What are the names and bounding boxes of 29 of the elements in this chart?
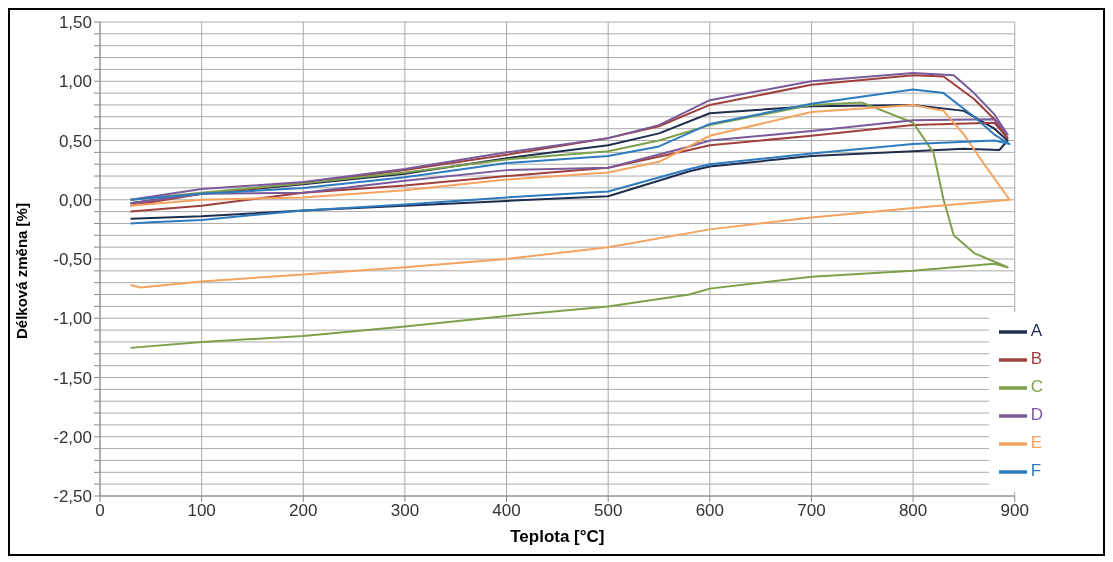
legend-label: A <box>1030 321 1043 341</box>
x-axis-title: Teplota [°C] <box>510 527 605 546</box>
y-tick-label: -1,50 <box>53 368 92 388</box>
legend-label: B <box>1030 349 1043 369</box>
y-axis-title: Délková změna [%] <box>13 203 31 339</box>
y-tick-label: 0,00 <box>58 190 92 210</box>
x-tick-label: 400 <box>492 501 521 521</box>
x-tick-label: 500 <box>593 501 623 521</box>
x-tick-label: 900 <box>1000 501 1029 521</box>
x-tick-label: 0 <box>95 501 105 521</box>
y-tick-label: -0,50 <box>53 250 92 270</box>
x-tick-label: 300 <box>390 501 420 521</box>
y-tick-label: 0,50 <box>58 131 92 151</box>
x-tick-label: 600 <box>695 501 724 521</box>
line-series <box>129 101 1009 349</box>
y-tick-label: 1,00 <box>58 72 92 92</box>
legend-label: F <box>1030 461 1042 481</box>
x-tick-label: 100 <box>187 501 216 521</box>
x-tick-label: 200 <box>289 501 318 521</box>
legend-label: D <box>1030 405 1043 425</box>
y-tick-label: -2,50 <box>53 487 92 507</box>
y-tick-label: -2,00 <box>53 427 92 447</box>
line-series <box>129 103 1011 289</box>
y-tick-label: -1,00 <box>53 309 92 329</box>
x-tick-label: 800 <box>898 501 928 521</box>
legend-label: E <box>1030 433 1043 453</box>
x-tick-label: 700 <box>797 501 826 521</box>
y-tick-label: 1,50 <box>58 13 92 33</box>
legend-label: C <box>1030 377 1043 397</box>
